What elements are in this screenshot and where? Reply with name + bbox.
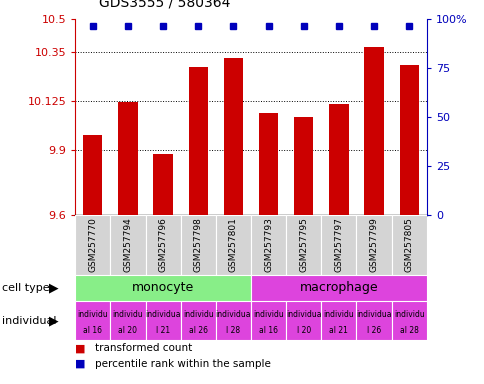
Bar xyxy=(83,134,102,215)
Text: individua: individua xyxy=(215,310,251,319)
Text: GSM257795: GSM257795 xyxy=(299,217,308,272)
Text: GSM257797: GSM257797 xyxy=(333,217,343,272)
Bar xyxy=(320,215,356,275)
Text: individu: individu xyxy=(253,310,283,319)
Text: l 26: l 26 xyxy=(366,326,380,335)
Text: GSM257796: GSM257796 xyxy=(158,217,167,272)
Bar xyxy=(215,301,251,340)
Bar xyxy=(180,301,215,340)
Bar xyxy=(293,117,313,215)
Text: GSM257801: GSM257801 xyxy=(228,217,238,272)
Text: al 16: al 16 xyxy=(258,326,277,335)
Bar xyxy=(251,301,286,340)
Bar xyxy=(356,215,391,275)
Bar xyxy=(118,102,137,215)
Text: ▶: ▶ xyxy=(48,281,58,295)
Bar xyxy=(223,58,242,215)
Text: individua: individua xyxy=(286,310,321,319)
Bar xyxy=(251,215,286,275)
Text: l 20: l 20 xyxy=(296,326,310,335)
Bar xyxy=(215,215,251,275)
Text: ■: ■ xyxy=(75,359,86,369)
Text: GDS3555 / 580364: GDS3555 / 580364 xyxy=(99,0,230,10)
Bar xyxy=(329,104,348,215)
Bar xyxy=(110,215,145,275)
Text: al 28: al 28 xyxy=(399,326,418,335)
Bar xyxy=(391,215,426,275)
Text: individua: individua xyxy=(356,310,391,319)
Bar xyxy=(258,113,278,215)
Text: al 20: al 20 xyxy=(118,326,137,335)
Bar xyxy=(75,275,251,301)
Text: GSM257794: GSM257794 xyxy=(123,217,132,272)
Text: monocyte: monocyte xyxy=(132,281,194,295)
Bar xyxy=(75,301,110,340)
Bar xyxy=(110,301,145,340)
Text: macrophage: macrophage xyxy=(299,281,378,295)
Bar xyxy=(153,154,172,215)
Text: al 26: al 26 xyxy=(188,326,207,335)
Text: cell type: cell type xyxy=(2,283,50,293)
Text: ▶: ▶ xyxy=(48,314,58,327)
Text: GSM257799: GSM257799 xyxy=(369,217,378,272)
Text: percentile rank within the sample: percentile rank within the sample xyxy=(94,359,270,369)
Bar xyxy=(320,301,356,340)
Text: individu: individu xyxy=(182,310,213,319)
Bar xyxy=(286,215,320,275)
Bar xyxy=(188,67,208,215)
Text: individu: individu xyxy=(393,310,424,319)
Text: individual: individual xyxy=(2,316,57,326)
Text: l 28: l 28 xyxy=(226,326,240,335)
Text: al 16: al 16 xyxy=(83,326,102,335)
Bar xyxy=(251,275,426,301)
Text: l 21: l 21 xyxy=(156,326,170,335)
Text: transformed count: transformed count xyxy=(94,343,192,354)
Bar xyxy=(145,301,180,340)
Text: GSM257770: GSM257770 xyxy=(88,217,97,272)
Bar xyxy=(356,301,391,340)
Text: individu: individu xyxy=(77,310,108,319)
Text: individu: individu xyxy=(323,310,353,319)
Bar xyxy=(145,215,180,275)
Text: GSM257793: GSM257793 xyxy=(263,217,272,272)
Text: ■: ■ xyxy=(75,343,86,354)
Bar xyxy=(399,65,418,215)
Bar xyxy=(286,301,320,340)
Bar xyxy=(391,301,426,340)
Text: individua: individua xyxy=(145,310,181,319)
Bar xyxy=(75,215,110,275)
Text: al 21: al 21 xyxy=(329,326,348,335)
Text: individu: individu xyxy=(112,310,143,319)
Text: GSM257798: GSM257798 xyxy=(193,217,202,272)
Bar xyxy=(180,215,215,275)
Text: GSM257805: GSM257805 xyxy=(404,217,413,272)
Bar xyxy=(363,48,383,215)
